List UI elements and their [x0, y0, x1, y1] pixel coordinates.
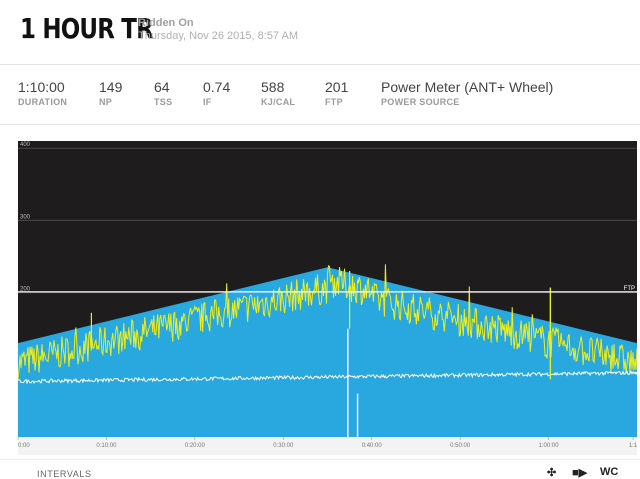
- stat-label: DURATION: [18, 97, 68, 107]
- stat-label: TSS: [154, 97, 173, 107]
- footer-divider: [0, 459, 640, 460]
- ridden-on-label: Ridden On: [138, 17, 194, 29]
- stat-value: 149: [99, 79, 123, 95]
- y-tick-label: 200: [20, 287, 31, 293]
- header-divider: [0, 64, 640, 65]
- stat-label: IF: [203, 97, 212, 107]
- stat-duration: 1:10:00 DURATION: [18, 79, 67, 108]
- x-tick-label: 0:00: [18, 443, 30, 449]
- x-tick-label: 0:30:00: [273, 443, 294, 449]
- camera-icon[interactable]: ■▶: [572, 467, 588, 479]
- stat-value: Power Meter (ANT+ Wheel): [381, 79, 554, 95]
- x-tick-label: 0:50:00: [450, 443, 471, 449]
- ridden-on-date: Thursday, Nov 26 2015, 8:57 AM: [138, 30, 298, 42]
- intervals-label: INTERVALS: [37, 469, 92, 479]
- workout-title: 1 HOUR TR: [20, 12, 154, 45]
- wc-button[interactable]: WC: [600, 466, 619, 478]
- x-tick-label: 0:20:00: [185, 443, 206, 449]
- stat-label: POWER SOURCE: [381, 97, 460, 107]
- stat-label: NP: [99, 97, 113, 107]
- y-tick-label: 400: [20, 142, 31, 148]
- stat-value: 1:10:00: [18, 79, 65, 95]
- x-tick-label: 1:1: [629, 443, 638, 449]
- stat-ftp: 201 FTP: [325, 79, 348, 108]
- stat-value: 0.74: [203, 79, 231, 95]
- stat-label: KJ/CAL: [261, 97, 296, 107]
- stat-value: 201: [325, 79, 349, 95]
- x-tick-label: 0:10:00: [96, 443, 117, 449]
- stat-if: 0.74 IF: [203, 79, 230, 108]
- pin-icon[interactable]: ✣: [547, 467, 557, 479]
- stat-tss: 64 TSS: [154, 79, 172, 108]
- y-tick-label: 300: [20, 214, 31, 220]
- x-axis-band: [18, 437, 637, 455]
- ftp-label: FTP: [624, 286, 635, 292]
- cadence-series-line: [17, 370, 638, 385]
- x-tick-label: 1:00:00: [539, 443, 560, 449]
- power-chart[interactable]: FTP 400 300 200 0:00 0:10:00 0:20:00 0:30:00 0…: [0, 137, 640, 455]
- stat-power-source: Power Meter (ANT+ Wheel) POWER SOURCE: [381, 79, 553, 108]
- power-series-line: [17, 264, 638, 380]
- stats-divider: [0, 124, 640, 125]
- stat-np: 149 NP: [99, 79, 122, 108]
- stat-kj-cal: 588 KJ/CAL: [261, 79, 295, 108]
- x-tick-label: 0:40:00: [362, 443, 383, 449]
- target-power-area: [18, 267, 637, 437]
- stat-value: 588: [261, 79, 285, 95]
- stat-value: 64: [154, 79, 170, 95]
- stat-label: FTP: [325, 97, 343, 107]
